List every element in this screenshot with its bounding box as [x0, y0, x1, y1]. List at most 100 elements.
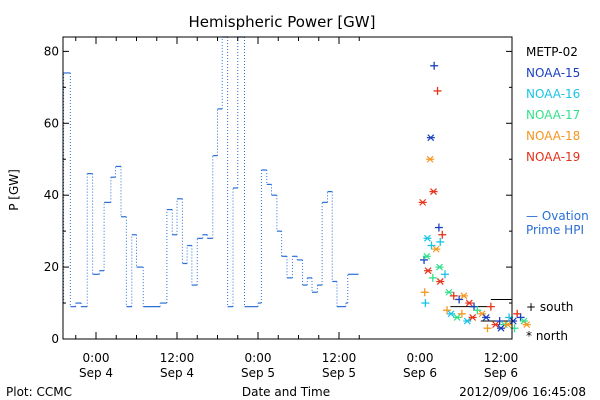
- point-stroke: [478, 310, 486, 318]
- x-tick-label-date: Sep 5: [241, 366, 275, 380]
- satellite-point: [491, 321, 500, 329]
- satellite-point: [516, 313, 525, 322]
- satellite-point: [453, 314, 462, 321]
- satellite-point: [435, 263, 444, 271]
- satellite-point: [432, 245, 441, 253]
- symbol-legend-north: * north: [526, 329, 568, 343]
- footer-plot-source: Plot: CCMC: [6, 385, 72, 399]
- point-stroke: [469, 314, 477, 321]
- satellite-point: [438, 230, 447, 239]
- satellite-point: [455, 295, 464, 304]
- satellite-point: [457, 309, 466, 318]
- point-stroke: [423, 252, 431, 260]
- satellite-point: [459, 292, 468, 300]
- satellite-point: [426, 134, 435, 142]
- legend-entry-noaa-19: NOAA-19: [526, 150, 580, 164]
- satellite-point: [449, 291, 458, 300]
- x-axis-label: Date and Time: [242, 385, 330, 399]
- legend-entry-metp-02: METP-02: [526, 45, 578, 59]
- satellite-point: [503, 321, 512, 329]
- satellite-point: [522, 321, 531, 329]
- satellite-point: [424, 267, 433, 275]
- satellite-point: [433, 86, 442, 95]
- satellite-point: [483, 324, 492, 333]
- satellite-point: [422, 252, 431, 260]
- satellite-point: [509, 317, 518, 325]
- y-tick-label: 0: [51, 332, 59, 346]
- satellite-point: [468, 314, 477, 321]
- satellite-point: [486, 302, 495, 311]
- point-stroke: [520, 317, 528, 325]
- point-stroke: [424, 267, 432, 275]
- point-stroke: [447, 310, 455, 318]
- satellite-point: [430, 61, 439, 70]
- x-tick-label-time: 0:00: [83, 351, 110, 365]
- point-stroke: [523, 321, 531, 329]
- point-stroke: [426, 155, 434, 163]
- satellite-point: [495, 317, 504, 326]
- satellite-point: [497, 324, 505, 332]
- legend-entry-noaa-16: NOAA-16: [526, 87, 580, 101]
- point-stroke: [445, 288, 453, 296]
- satellite-point: [447, 310, 456, 318]
- satellite-point: [426, 155, 435, 163]
- point-stroke: [419, 198, 427, 206]
- chart-title: Hemispheric Power [GW]: [189, 13, 376, 31]
- satellite-point: [429, 188, 438, 196]
- x-tick-label-date: Sep 4: [160, 366, 194, 380]
- satellite-point: [445, 288, 454, 296]
- satellite-point: [519, 317, 528, 325]
- x-tick-label-time: 12:00: [160, 351, 195, 365]
- point-stroke: [482, 314, 490, 321]
- satellite-point: [513, 309, 522, 318]
- point-stroke: [463, 317, 471, 325]
- legend-entry-noaa-18: NOAA-18: [526, 129, 580, 143]
- legend-entry-noaa-15: NOAA-15: [526, 66, 580, 80]
- satellite-point: [436, 237, 445, 246]
- satellite-point: [443, 306, 451, 315]
- x-tick-label-date: Sep 6: [403, 366, 437, 380]
- y-tick-label: 20: [44, 260, 59, 274]
- satellite-point: [434, 223, 443, 232]
- satellite-point: [482, 314, 491, 321]
- x-tick-label-time: 12:00: [322, 351, 357, 365]
- point-stroke: [453, 314, 461, 321]
- satellite-point: [423, 234, 432, 242]
- point-stroke: [432, 245, 440, 253]
- satellite-point: [440, 270, 449, 279]
- y-axis-label: P [GW]: [7, 169, 21, 211]
- y-tick-label: 80: [44, 44, 59, 58]
- satellite-point: [463, 317, 472, 325]
- y-tick-label: 60: [44, 116, 59, 130]
- point-stroke: [460, 292, 468, 300]
- ovation-legend-line2: Prime HPI: [526, 223, 584, 237]
- satellite-point: [420, 255, 429, 264]
- plot-frame: [62, 36, 513, 340]
- point-stroke: [504, 321, 512, 329]
- x-tick-label-date: Sep 6: [484, 366, 518, 380]
- point-stroke: [465, 299, 473, 307]
- point-stroke: [492, 321, 500, 329]
- x-tick-label-date: Sep 4: [79, 366, 113, 380]
- satellite-point: [421, 299, 430, 308]
- satellite-point: [427, 241, 436, 250]
- symbol-legend-south: + south: [526, 300, 573, 314]
- point-stroke: [509, 317, 517, 325]
- point-stroke: [424, 234, 431, 242]
- point-stroke: [436, 278, 444, 285]
- satellite-point: [420, 288, 429, 297]
- x-tick-label-time: 0:00: [245, 351, 272, 365]
- point-stroke: [497, 324, 505, 332]
- x-tick-label-time: 0:00: [407, 351, 434, 365]
- satellite-point: [473, 306, 482, 315]
- x-tick-label-date: Sep 5: [322, 366, 356, 380]
- satellite-point: [418, 198, 427, 206]
- satellite-point: [465, 299, 474, 307]
- footer-timestamp: 2012/09/06 16:45:08: [459, 385, 586, 399]
- x-tick-label-time: 12:00: [484, 351, 519, 365]
- ovation-legend-line1: — Ovation: [526, 209, 589, 223]
- point-stroke: [436, 263, 443, 271]
- satellite-point: [428, 273, 437, 282]
- y-tick-label: 40: [44, 188, 59, 202]
